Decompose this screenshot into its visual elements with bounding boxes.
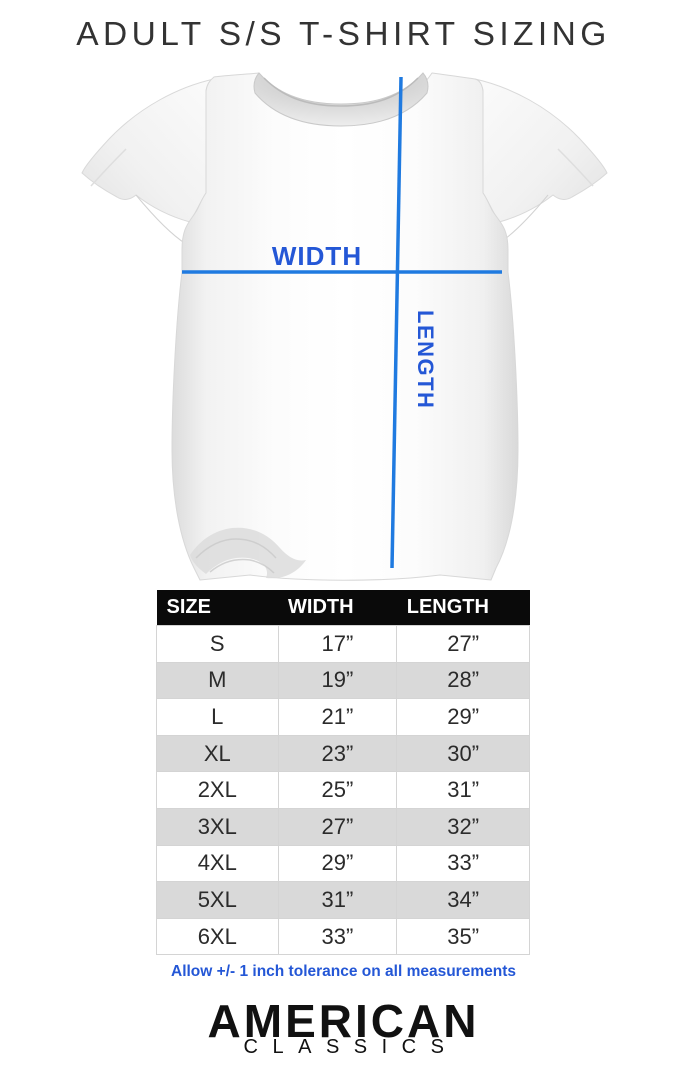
svg-text:WIDTH: WIDTH	[272, 241, 362, 271]
svg-text:LENGTH: LENGTH	[413, 310, 438, 409]
